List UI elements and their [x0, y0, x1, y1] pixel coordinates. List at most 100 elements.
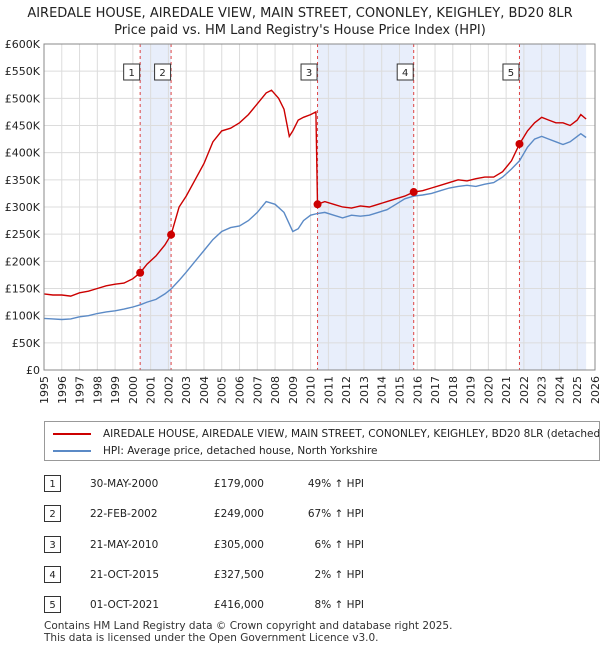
x-tick-label: 2023 [536, 376, 549, 404]
footer-license: This data is licensed under the Open Gov… [44, 632, 379, 644]
x-tick-label: 2026 [589, 376, 600, 404]
x-tick-label: 1997 [74, 376, 87, 404]
sale-hpi-change: 67% ↑ HPI [307, 508, 364, 520]
y-tick-label: £250K [5, 228, 41, 241]
sale-number-label: 3 [306, 68, 312, 79]
x-tick-label: 2020 [482, 376, 495, 404]
x-tick-label: 2013 [358, 376, 371, 404]
x-tick-label: 2025 [571, 376, 584, 404]
sale-price: £416,000 [213, 599, 264, 611]
y-tick-label: £350K [5, 174, 41, 187]
x-tick-label: 2018 [447, 376, 460, 404]
price-series-line [43, 89, 587, 297]
plot-frame [43, 43, 596, 371]
x-tick-label: 2001 [145, 376, 158, 404]
y-tick-label: £150K [5, 283, 41, 296]
y-tick-label: £450K [5, 120, 41, 133]
sale-number-box [502, 63, 520, 81]
sale-price: £327,500 [213, 569, 264, 581]
x-tick-label: 1995 [38, 376, 51, 404]
x-tick-label: 1998 [91, 376, 104, 404]
price-chart: 1 2 3 4 5 £0 £50K £100K £150K £200K £250K £300K £350… [5, 38, 600, 404]
y-tick-label: £0 [26, 364, 40, 377]
footer-copyright: Contains HM Land Registry data © Crown c… [44, 620, 453, 632]
sale-number-badge: 5 [44, 596, 61, 613]
legend-swatch-price [53, 433, 91, 435]
legend-item-hpi: HPI: Average price, detached house, Nort… [53, 443, 378, 459]
sale-number-box [154, 63, 172, 81]
x-tick-label: 2024 [553, 376, 566, 404]
x-tick-label: 2007 [251, 376, 264, 404]
table-row: 3 21-MAY-2010 £305,000 6% ↑ HPI [44, 536, 464, 556]
table-row: 5 01-OCT-2021 £416,000 8% ↑ HPI [44, 596, 464, 616]
sale-hpi-change: 8% ↑ HPI [314, 599, 364, 611]
x-tick-label: 1996 [56, 376, 69, 404]
chart-title-line2: Price paid vs. HM Land Registry's House … [114, 23, 486, 38]
x-tick-label: 2019 [465, 376, 478, 404]
x-tick-label: 2012 [340, 376, 353, 404]
sale-point [409, 188, 418, 197]
sale-point [313, 200, 322, 209]
chart-title-line1: AIREDALE HOUSE, AIREDALE VIEW, MAIN STRE… [27, 6, 573, 21]
sale-number-label: 1 [128, 68, 134, 79]
table-row: 4 21-OCT-2015 £327,500 2% ↑ HPI [44, 566, 464, 586]
x-tick-label: 2003 [180, 376, 193, 404]
sale-hpi-change: 49% ↑ HPI [307, 478, 364, 490]
sale-price: £249,000 [213, 508, 264, 520]
x-tick-label: 2016 [411, 376, 424, 404]
sale-hpi-change: 6% ↑ HPI [314, 539, 364, 551]
legend-item-price: AIREDALE HOUSE, AIREDALE VIEW, MAIN STRE… [53, 426, 600, 442]
sale-number-badge: 3 [44, 536, 61, 553]
hpi-series-line [43, 132, 587, 321]
table-row: 1 30-MAY-2000 £179,000 49% ↑ HPI [44, 475, 464, 495]
sale-number-badge: 4 [44, 566, 61, 583]
x-tick-label: 2010 [305, 376, 318, 404]
x-tick-label: 2006 [234, 376, 247, 404]
legend-swatch-hpi [53, 450, 91, 452]
sale-number-badge: 2 [44, 505, 61, 522]
sale-date: 21-OCT-2015 [90, 569, 159, 581]
sale-price: £305,000 [213, 539, 264, 551]
legend-label-price: AIREDALE HOUSE, AIREDALE VIEW, MAIN STRE… [103, 428, 600, 440]
sale-date: 22-FEB-2002 [90, 508, 158, 520]
sale-number-box [396, 63, 414, 81]
x-tick-label: 2008 [269, 376, 282, 404]
sale-number-label: 2 [159, 68, 165, 79]
table-row: 2 22-FEB-2002 £249,000 67% ↑ HPI [44, 505, 464, 525]
sale-date: 01-OCT-2021 [90, 599, 159, 611]
x-tick-label: 2014 [376, 376, 389, 404]
x-tick-label: 1999 [109, 376, 122, 404]
sale-point [167, 230, 176, 239]
x-tick-label: 2021 [500, 376, 513, 404]
y-tick-label: £100K [5, 310, 41, 323]
sale-number-label: 5 [508, 68, 514, 79]
legend: AIREDALE HOUSE, AIREDALE VIEW, MAIN STRE… [44, 421, 600, 461]
y-tick-label: £50K [12, 337, 41, 350]
x-tick-label: 2022 [518, 376, 531, 404]
x-tick-label: 2011 [322, 376, 335, 404]
x-tick-label: 2005 [216, 376, 229, 404]
x-tick-label: 2015 [393, 376, 406, 404]
x-tick-label: 2004 [198, 376, 211, 404]
sale-date: 30-MAY-2000 [90, 478, 159, 490]
sale-price: £179,000 [213, 478, 264, 490]
legend-label-hpi: HPI: Average price, detached house, Nort… [103, 445, 378, 457]
x-tick-label: 2009 [287, 376, 300, 404]
x-tick-label: 2000 [127, 376, 140, 404]
y-tick-label: £400K [5, 147, 41, 160]
y-tick-label: £600K [5, 38, 41, 51]
sale-point [136, 268, 145, 277]
sale-number-box [123, 63, 141, 81]
y-tick-label: £500K [5, 92, 41, 105]
y-tick-label: £300K [5, 201, 41, 214]
sale-point [515, 139, 524, 148]
x-tick-label: 2017 [429, 376, 442, 404]
sale-number-badge: 1 [44, 475, 61, 492]
sale-date: 21-MAY-2010 [90, 539, 159, 551]
x-tick-label: 2002 [162, 376, 175, 404]
y-tick-label: £550K [5, 65, 41, 78]
sale-number-label: 4 [402, 68, 408, 79]
sale-hpi-change: 2% ↑ HPI [314, 569, 364, 581]
sale-number-box [300, 63, 318, 81]
y-tick-label: £200K [5, 255, 41, 268]
